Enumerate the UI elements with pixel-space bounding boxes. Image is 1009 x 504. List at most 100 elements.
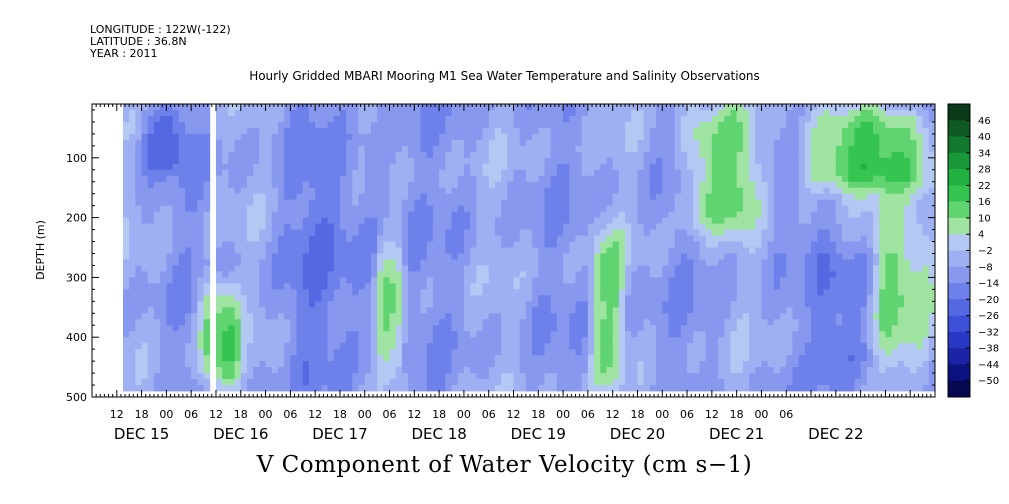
heatmap-cell xyxy=(594,187,601,195)
heatmap-cell xyxy=(600,301,607,308)
heatmap-cell xyxy=(445,361,452,368)
heatmap-cell xyxy=(625,361,632,368)
heatmap-cell xyxy=(265,253,273,260)
heatmap-cell xyxy=(501,235,508,242)
heatmap-cell xyxy=(122,301,130,308)
heatmap-cell xyxy=(674,367,682,374)
heatmap-cell xyxy=(339,133,347,141)
heatmap-cell xyxy=(581,223,589,230)
heatmap-cell xyxy=(680,241,688,248)
heatmap-cell xyxy=(364,307,372,314)
heatmap-cell xyxy=(742,104,750,111)
heatmap-cell xyxy=(476,253,483,260)
heatmap-cell xyxy=(370,247,378,254)
heatmap-cell xyxy=(339,217,347,224)
heatmap-cell xyxy=(420,265,428,272)
heatmap-cell xyxy=(296,157,304,165)
heatmap-cell xyxy=(178,349,186,356)
heatmap-cell xyxy=(228,283,235,290)
heatmap-cell xyxy=(749,181,756,189)
heatmap-cell xyxy=(507,253,514,260)
heatmap-cell xyxy=(513,259,521,266)
heatmap-cell xyxy=(191,349,198,356)
heatmap-cell xyxy=(749,175,756,183)
heatmap-cell xyxy=(612,313,620,320)
heatmap-cell xyxy=(742,337,750,344)
heatmap-cell xyxy=(339,151,347,159)
heatmap-cell xyxy=(724,367,731,374)
heatmap-cell xyxy=(519,104,527,111)
heatmap-cell xyxy=(414,229,421,236)
heatmap-cell xyxy=(277,319,285,326)
heatmap-cell xyxy=(364,319,372,326)
heatmap-cell xyxy=(395,313,403,320)
heatmap-cell xyxy=(755,283,762,290)
heatmap-cell xyxy=(315,271,322,278)
heatmap-cell xyxy=(308,247,316,254)
heatmap-cell xyxy=(538,379,545,386)
heatmap-cell xyxy=(662,229,669,236)
heatmap-cell xyxy=(215,241,223,248)
heatmap-cell xyxy=(377,337,384,344)
heatmap-cell xyxy=(222,355,229,362)
heatmap-cell xyxy=(662,217,669,224)
heatmap-cell xyxy=(153,337,161,344)
heatmap-cell xyxy=(166,259,173,266)
heatmap-cell xyxy=(544,223,552,230)
heatmap-cell xyxy=(680,181,688,189)
heatmap-cell xyxy=(693,301,700,308)
heatmap-cell xyxy=(482,271,490,278)
heatmap-cell xyxy=(147,379,155,386)
heatmap-cell xyxy=(556,175,564,183)
heatmap-cell xyxy=(327,319,335,326)
heatmap-cell xyxy=(532,241,539,248)
heatmap-cell xyxy=(736,175,744,183)
heatmap-cell xyxy=(538,373,545,380)
heatmap-cell xyxy=(606,139,614,147)
heatmap-cell xyxy=(370,343,378,350)
heatmap-cell xyxy=(755,313,762,320)
heatmap-cell xyxy=(234,229,242,236)
heatmap-cell xyxy=(550,301,558,308)
heatmap-cell xyxy=(550,199,558,207)
heatmap-cell xyxy=(364,187,372,195)
heatmap-cell xyxy=(184,385,192,392)
heatmap-cell xyxy=(606,104,614,111)
heatmap-cell xyxy=(426,259,434,266)
heatmap-cell xyxy=(637,259,645,266)
heatmap-cell xyxy=(277,115,285,123)
heatmap-cell xyxy=(736,301,744,308)
heatmap-cell xyxy=(284,115,291,123)
heatmap-cell xyxy=(420,253,428,260)
heatmap-cell xyxy=(569,223,576,230)
heatmap-cell xyxy=(594,307,601,314)
heatmap-cell xyxy=(358,313,366,320)
heatmap-cell xyxy=(662,277,669,284)
heatmap-cell xyxy=(724,379,731,386)
heatmap-cell xyxy=(463,145,471,153)
heatmap-cell xyxy=(420,271,428,278)
heatmap-cell xyxy=(556,127,564,135)
heatmap-cell xyxy=(389,223,397,230)
heatmap-cell xyxy=(383,223,390,230)
heatmap-cell xyxy=(122,325,130,332)
heatmap-cell xyxy=(711,343,719,350)
heatmap-cell xyxy=(501,289,508,296)
heatmap-cell xyxy=(160,355,167,362)
heatmap-cell xyxy=(755,157,762,165)
heatmap-cell xyxy=(439,217,446,224)
heatmap-cell xyxy=(730,211,738,219)
year-label: YEAR : 2011 xyxy=(90,47,158,60)
heatmap-cell xyxy=(563,349,570,356)
heatmap-cell xyxy=(594,295,601,302)
heatmap-cell xyxy=(767,181,775,189)
heatmap-cell xyxy=(327,241,335,248)
heatmap-cell xyxy=(401,109,409,117)
heatmap-cell xyxy=(618,187,626,195)
heatmap-cell xyxy=(426,139,434,147)
heatmap-cell xyxy=(538,175,545,183)
heatmap-cell xyxy=(662,157,669,165)
heatmap-cell xyxy=(246,337,254,344)
heatmap-cell xyxy=(259,367,266,374)
heatmap-cell xyxy=(122,104,130,111)
